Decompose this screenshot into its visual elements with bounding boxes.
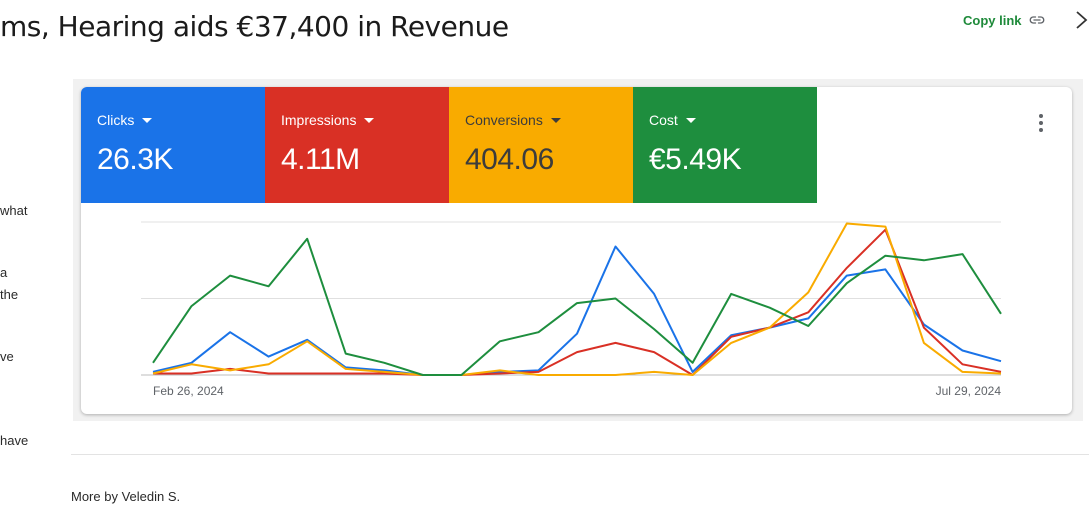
metric-tile-cost[interactable]: Cost €5.49K (633, 87, 817, 203)
metric-value: 26.3K (97, 143, 173, 176)
metric-value: 4.11M (281, 143, 360, 176)
metric-tile-impressions[interactable]: Impressions 4.11M (265, 87, 449, 203)
page-title: ms, Hearing aids €37,400 in Revenue (0, 10, 509, 43)
metric-tile-clicks[interactable]: Clicks 26.3K (81, 87, 265, 203)
series-line-clicks (152, 245, 1002, 376)
x-axis-start-label: Feb 26, 2024 (153, 384, 224, 398)
x-axis-end-label: Jul 29, 2024 (936, 384, 1002, 398)
metric-label: Impressions (281, 112, 357, 128)
dropdown-caret-icon (142, 117, 153, 123)
metric-label: Clicks (97, 112, 135, 128)
metric-value: €5.49K (649, 143, 742, 176)
performance-line-chart: Feb 26, 2024 Jul 29, 2024 (141, 221, 1002, 398)
series-line-cost (152, 237, 1002, 376)
side-text-fragment: what (0, 203, 28, 218)
side-text-fragment: a (0, 265, 8, 280)
more-options-icon[interactable] (1031, 111, 1051, 135)
dropdown-caret-icon (550, 117, 561, 123)
section-divider (71, 454, 1089, 455)
side-text-fragment: have (0, 433, 29, 448)
ads-performance-card: Clicks 26.3K Impressions 4.11M Conversio… (81, 87, 1072, 414)
side-text-fragment: ve (0, 349, 14, 364)
dropdown-caret-icon (364, 117, 375, 123)
metric-label: Conversions (465, 112, 543, 128)
series-line-impressions (153, 228, 1002, 376)
metric-tile-conversions[interactable]: Conversions 404.06 (449, 87, 633, 203)
dropdown-caret-icon (685, 117, 696, 123)
metric-value: 404.06 (465, 143, 554, 176)
chevron-right-icon[interactable] (1074, 8, 1089, 32)
series-line-conversions (152, 222, 1002, 376)
side-text-fragment: the (0, 287, 19, 302)
metric-label: Cost (649, 112, 678, 128)
copy-link-button[interactable]: Copy link (963, 11, 1046, 29)
copy-link-label: Copy link (963, 12, 1022, 28)
more-by-author[interactable]: More by Veledin S. (71, 489, 181, 504)
link-icon (1029, 16, 1044, 24)
